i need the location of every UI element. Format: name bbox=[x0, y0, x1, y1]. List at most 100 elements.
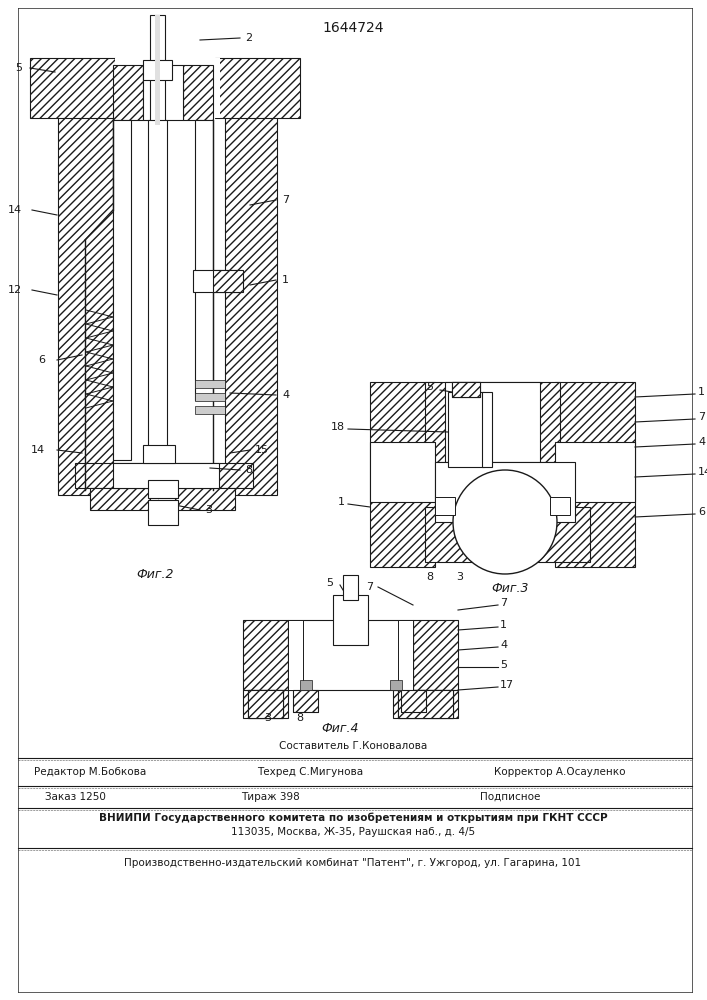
Text: 5: 5 bbox=[426, 382, 433, 392]
Text: 1: 1 bbox=[698, 387, 705, 397]
Text: 14: 14 bbox=[698, 467, 707, 477]
Bar bbox=[401, 690, 426, 712]
Text: 1644724: 1644724 bbox=[322, 21, 384, 35]
Text: Фиг.2: Фиг.2 bbox=[136, 568, 174, 582]
Text: 7: 7 bbox=[698, 412, 705, 422]
Text: 2: 2 bbox=[245, 33, 252, 43]
Bar bbox=[425, 382, 560, 462]
Bar bbox=[398, 620, 413, 690]
Bar bbox=[401, 690, 426, 712]
Bar bbox=[435, 497, 455, 515]
Text: 12: 12 bbox=[8, 285, 22, 295]
Text: 8: 8 bbox=[245, 465, 252, 475]
Bar bbox=[482, 392, 492, 467]
Bar bbox=[113, 120, 131, 460]
Text: Производственно-издательский комбинат "Патент", г. Ужгород, ул. Гагарина, 101: Производственно-издательский комбинат "П… bbox=[124, 858, 582, 868]
Text: 6: 6 bbox=[698, 507, 705, 517]
Text: Фиг.4: Фиг.4 bbox=[321, 722, 358, 734]
Bar bbox=[215, 58, 300, 118]
Bar bbox=[148, 120, 167, 460]
Bar bbox=[195, 120, 213, 400]
Bar bbox=[225, 65, 277, 495]
Bar bbox=[288, 620, 413, 690]
Text: 4: 4 bbox=[282, 390, 289, 400]
Bar bbox=[143, 60, 172, 80]
Text: 14: 14 bbox=[8, 205, 22, 215]
Bar bbox=[183, 65, 213, 120]
Bar bbox=[398, 690, 453, 718]
Text: 1: 1 bbox=[338, 497, 345, 507]
Bar bbox=[195, 393, 225, 401]
Text: 15: 15 bbox=[255, 445, 269, 455]
Text: 113035, Москва, Ж-35, Раушская наб., д. 4/5: 113035, Москва, Ж-35, Раушская наб., д. … bbox=[231, 827, 475, 837]
Bar bbox=[248, 690, 283, 718]
Bar bbox=[150, 15, 165, 125]
Bar bbox=[413, 620, 458, 690]
Text: Подписное: Подписное bbox=[480, 792, 540, 802]
Text: Корректор А.Осауленко: Корректор А.Осауленко bbox=[494, 767, 626, 777]
Bar bbox=[343, 575, 358, 600]
Bar bbox=[248, 690, 283, 718]
Text: Заказ 1250: Заказ 1250 bbox=[45, 792, 105, 802]
Text: Техред С.Мигунова: Техред С.Мигунова bbox=[257, 767, 363, 777]
Bar bbox=[193, 270, 241, 292]
Bar bbox=[90, 488, 150, 510]
Bar bbox=[452, 382, 480, 397]
Bar bbox=[113, 463, 219, 488]
Bar bbox=[58, 65, 113, 495]
Bar bbox=[113, 65, 143, 120]
Bar bbox=[555, 382, 635, 567]
Bar bbox=[143, 65, 183, 120]
Text: Редактор М.Бобкова: Редактор М.Бобкова bbox=[34, 767, 146, 777]
Text: 18: 18 bbox=[331, 422, 345, 432]
Text: 1: 1 bbox=[282, 275, 289, 285]
Bar bbox=[550, 497, 570, 515]
Bar bbox=[155, 15, 160, 125]
Bar bbox=[293, 690, 318, 712]
Text: 6: 6 bbox=[38, 355, 45, 365]
Text: 7: 7 bbox=[366, 582, 373, 592]
Text: 1: 1 bbox=[500, 620, 507, 630]
Text: 5: 5 bbox=[15, 63, 22, 73]
Bar bbox=[148, 480, 178, 498]
Bar bbox=[115, 58, 220, 118]
Text: 8: 8 bbox=[296, 713, 303, 723]
Text: 3: 3 bbox=[264, 713, 271, 723]
Bar bbox=[300, 680, 312, 690]
Circle shape bbox=[453, 470, 557, 574]
Bar bbox=[143, 445, 175, 463]
Bar bbox=[175, 488, 235, 510]
Text: 5: 5 bbox=[327, 578, 334, 588]
Bar bbox=[288, 620, 303, 690]
Bar bbox=[445, 382, 540, 462]
Text: 7: 7 bbox=[282, 195, 289, 205]
Bar bbox=[452, 382, 480, 397]
Text: 4: 4 bbox=[500, 640, 507, 650]
Bar bbox=[515, 507, 590, 562]
Bar bbox=[30, 58, 115, 118]
Text: Фиг.3: Фиг.3 bbox=[491, 582, 529, 595]
Bar bbox=[293, 690, 318, 712]
Text: 5: 5 bbox=[500, 660, 507, 670]
Bar bbox=[148, 500, 178, 525]
Text: 7: 7 bbox=[500, 598, 507, 608]
Text: 14: 14 bbox=[31, 445, 45, 455]
Text: Тираж 398: Тираж 398 bbox=[240, 792, 299, 802]
Bar bbox=[195, 380, 225, 388]
Text: 8: 8 bbox=[426, 572, 433, 582]
Bar bbox=[448, 392, 484, 467]
Text: 4: 4 bbox=[698, 437, 705, 447]
Bar bbox=[390, 680, 402, 690]
Bar bbox=[370, 382, 435, 567]
Bar bbox=[555, 442, 635, 502]
Bar bbox=[393, 690, 458, 718]
Bar bbox=[243, 620, 288, 690]
Text: 3: 3 bbox=[205, 505, 212, 515]
Bar bbox=[213, 270, 243, 292]
Bar bbox=[75, 463, 253, 488]
Text: Составитель Г.Коновалова: Составитель Г.Коновалова bbox=[279, 741, 427, 751]
Bar bbox=[425, 507, 495, 562]
Text: ВНИИПИ Государственного комитета по изобретениям и открытиям при ГКНТ СССР: ВНИИПИ Государственного комитета по изоб… bbox=[99, 813, 607, 823]
Bar bbox=[370, 442, 435, 502]
Bar bbox=[195, 406, 225, 414]
